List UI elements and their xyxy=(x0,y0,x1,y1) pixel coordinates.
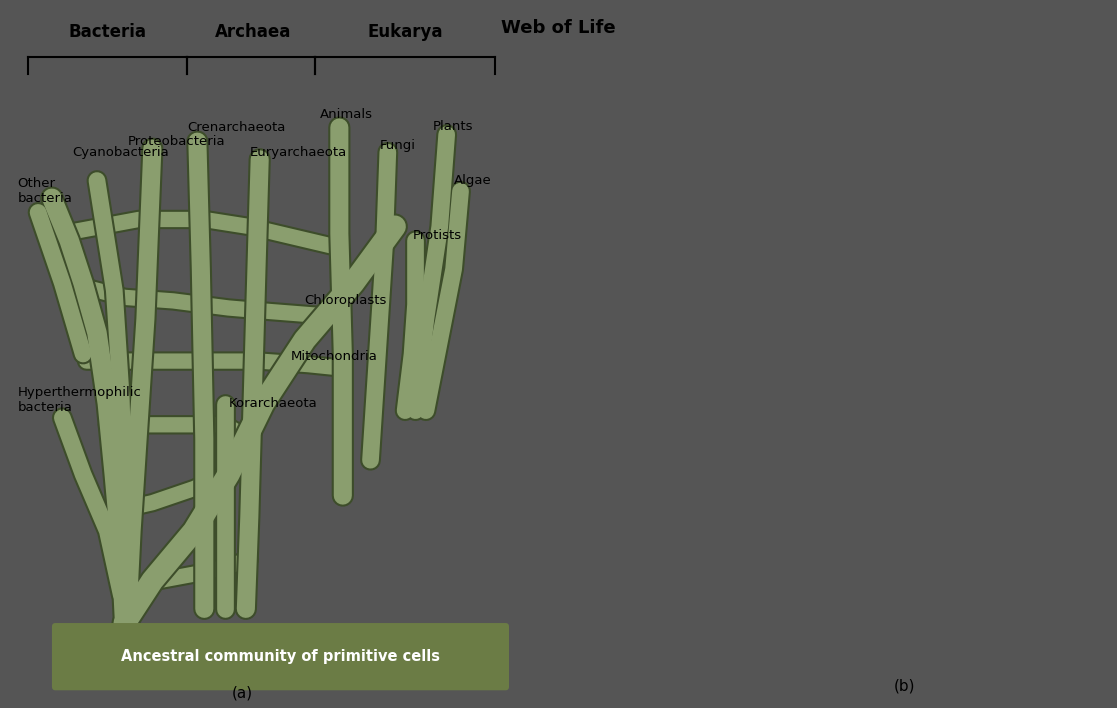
Text: Protists: Protists xyxy=(413,229,461,241)
Text: Plants: Plants xyxy=(432,120,474,132)
Text: Cyanobacteria: Cyanobacteria xyxy=(73,146,170,159)
Text: Mitochondria: Mitochondria xyxy=(290,350,378,363)
Text: Eukarya: Eukarya xyxy=(367,23,442,41)
Text: Fungi: Fungi xyxy=(380,139,416,152)
Text: Hyperthermophilic
bacteria: Hyperthermophilic bacteria xyxy=(18,386,141,414)
Text: Bacteria: Bacteria xyxy=(68,23,146,41)
Text: Crenarchaeota: Crenarchaeota xyxy=(187,121,285,134)
Text: Archaea: Archaea xyxy=(214,23,290,41)
Text: Ancestral community of primitive cells: Ancestral community of primitive cells xyxy=(121,649,440,664)
Text: (b): (b) xyxy=(894,679,916,694)
Text: Algae: Algae xyxy=(454,174,491,187)
Text: Web of Life: Web of Life xyxy=(502,19,615,38)
Text: Proteobacteria: Proteobacteria xyxy=(128,135,226,148)
Text: Chloroplasts: Chloroplasts xyxy=(305,295,388,307)
Text: Animals: Animals xyxy=(319,108,373,121)
Text: Korarchaeota: Korarchaeota xyxy=(229,397,317,410)
Text: (a): (a) xyxy=(232,686,252,701)
FancyBboxPatch shape xyxy=(51,623,509,690)
Text: Other
bacteria: Other bacteria xyxy=(18,177,73,205)
Text: Euryarchaeota: Euryarchaeota xyxy=(249,146,346,159)
